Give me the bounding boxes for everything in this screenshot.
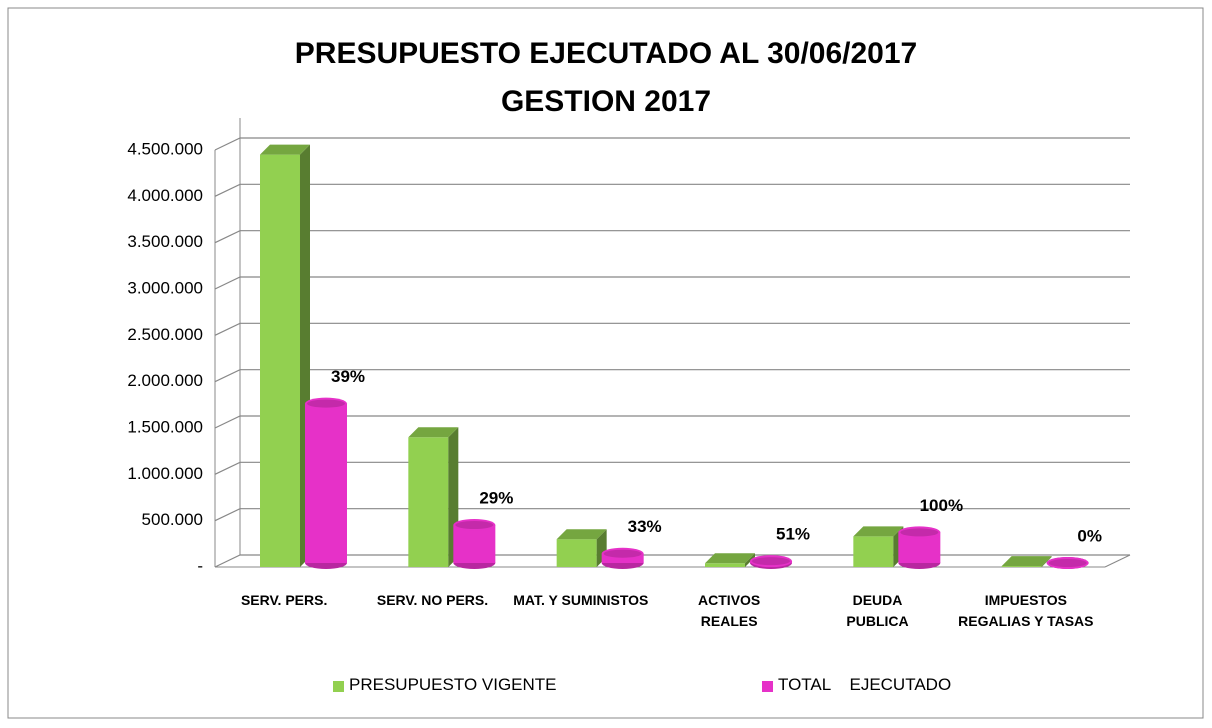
x-tick-label: ACTIVOS REALES [698, 592, 761, 629]
bar [705, 563, 745, 567]
bar [408, 437, 449, 567]
bar [1001, 566, 1042, 567]
cylinder-top-shade [752, 557, 790, 566]
bar-top [260, 144, 310, 155]
y-tick-label: 1.000.000 [127, 464, 203, 483]
annotation: 0% [1077, 526, 1102, 545]
bar-top [853, 526, 904, 537]
legend-swatch [762, 681, 773, 692]
annotation: 29% [479, 488, 513, 507]
y-tick-label: 1.500.000 [127, 417, 203, 436]
grid-line [214, 554, 1130, 568]
annotation: 39% [331, 367, 365, 386]
x-tick-label: MAT. Y SUMINISTOS [513, 592, 649, 608]
x-tick-label: DEUDA PUBLICA [846, 592, 909, 629]
cylinder-top-shade [900, 528, 939, 537]
y-tick-label: 2.000.000 [127, 371, 203, 390]
bar-top [705, 553, 755, 564]
chart-frame [7, 7, 1204, 719]
grid-line [214, 137, 1130, 151]
y-tick-label: 4.500.000 [127, 139, 203, 158]
annotation: 100% [920, 496, 963, 515]
grid-line [214, 369, 1130, 383]
y-tick-label: 3.000.000 [127, 278, 203, 297]
bar-top [408, 427, 459, 438]
x-tick-label: IMPUESTOS REGALIAS Y TASAS [958, 592, 1094, 629]
bar-side [745, 553, 755, 567]
y-tick-label: 500.000 [142, 510, 203, 529]
bar-top [556, 529, 607, 540]
grid-line [214, 322, 1130, 336]
bar [453, 525, 496, 563]
bar [853, 536, 894, 567]
legend-label: TOTAL EJECUTADO [778, 675, 952, 694]
bar [305, 403, 347, 563]
legend-swatch [333, 681, 344, 692]
grid-line [214, 508, 1130, 522]
chart-title: PRESUPUESTO EJECUTADO AL 30/06/2017 GEST… [294, 37, 918, 118]
grid-line [214, 276, 1130, 290]
grid-line [214, 461, 1130, 475]
grid-line [214, 230, 1130, 244]
cylinder-top-shade [307, 399, 345, 408]
grid-line [214, 415, 1130, 429]
cylinder-top-shade [603, 549, 642, 558]
legend-label: PRESUPUESTO VIGENTE [349, 675, 557, 694]
floor-edge [1104, 554, 1131, 568]
bar-top [1001, 556, 1052, 567]
y-tick-label: 3.500.000 [127, 232, 203, 251]
x-tick-label: SERV. PERS. [240, 592, 328, 608]
grid-line [214, 183, 1130, 197]
y-tick-label: 4.000.000 [127, 186, 203, 205]
cylinder-top-shade [455, 521, 494, 530]
annotation: 51% [776, 525, 810, 544]
x-tick-label: SERV. NO PERS. [376, 592, 489, 608]
bar-side [1041, 556, 1052, 567]
bar [260, 154, 300, 567]
y-tick-label: 2.500.000 [127, 325, 203, 344]
y-tick-label: - [197, 556, 203, 575]
bar [556, 539, 597, 567]
annotation: 33% [628, 517, 662, 536]
cylinder-top-shade [1048, 559, 1087, 567]
